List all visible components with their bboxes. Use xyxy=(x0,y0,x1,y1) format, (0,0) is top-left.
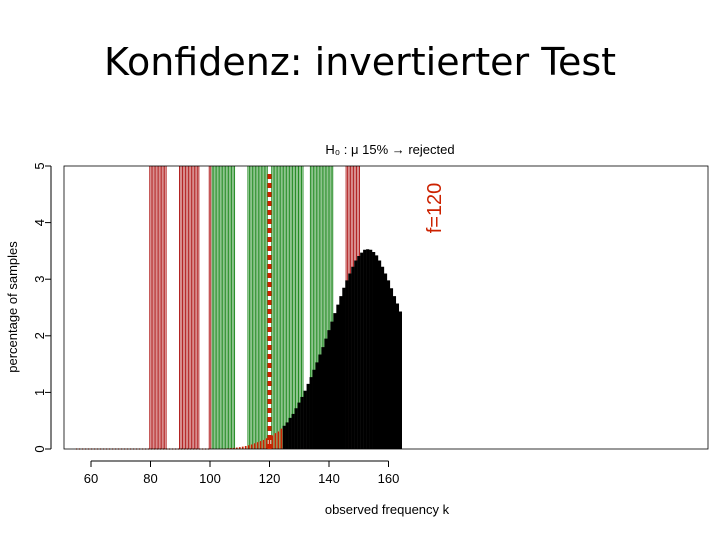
axes: 60 80 100 120 140 160 0 1 2 3 4 5 xyxy=(32,162,709,486)
plot-frame xyxy=(63,165,709,450)
x-tick-label: 120 xyxy=(259,471,281,486)
y-axis-label: percentage of samples xyxy=(5,241,20,373)
y-tick-label: 4 xyxy=(32,219,47,226)
x-tick-label: 60 xyxy=(84,471,98,486)
x-tick-label: 140 xyxy=(318,471,340,486)
y-tick-label: 0 xyxy=(32,445,47,452)
x-tick-label: 100 xyxy=(199,471,221,486)
distribution-bars xyxy=(76,249,402,450)
chart-title: H₀ : μ 15% → rejected xyxy=(325,142,454,157)
y-tick-label: 3 xyxy=(32,276,47,283)
x-axis-label: observed frequency k xyxy=(325,502,450,517)
y-tick-label: 1 xyxy=(32,389,47,396)
y-tick-label: 2 xyxy=(32,332,47,339)
annotations: f=120 xyxy=(267,174,446,449)
x-tick-label: 160 xyxy=(378,471,400,486)
y-tick-label: 5 xyxy=(32,162,47,169)
f-label: f=120 xyxy=(424,183,446,234)
x-tick-label: 80 xyxy=(143,471,157,486)
slide-title: Konfidenz: invertierter Test xyxy=(103,40,617,84)
